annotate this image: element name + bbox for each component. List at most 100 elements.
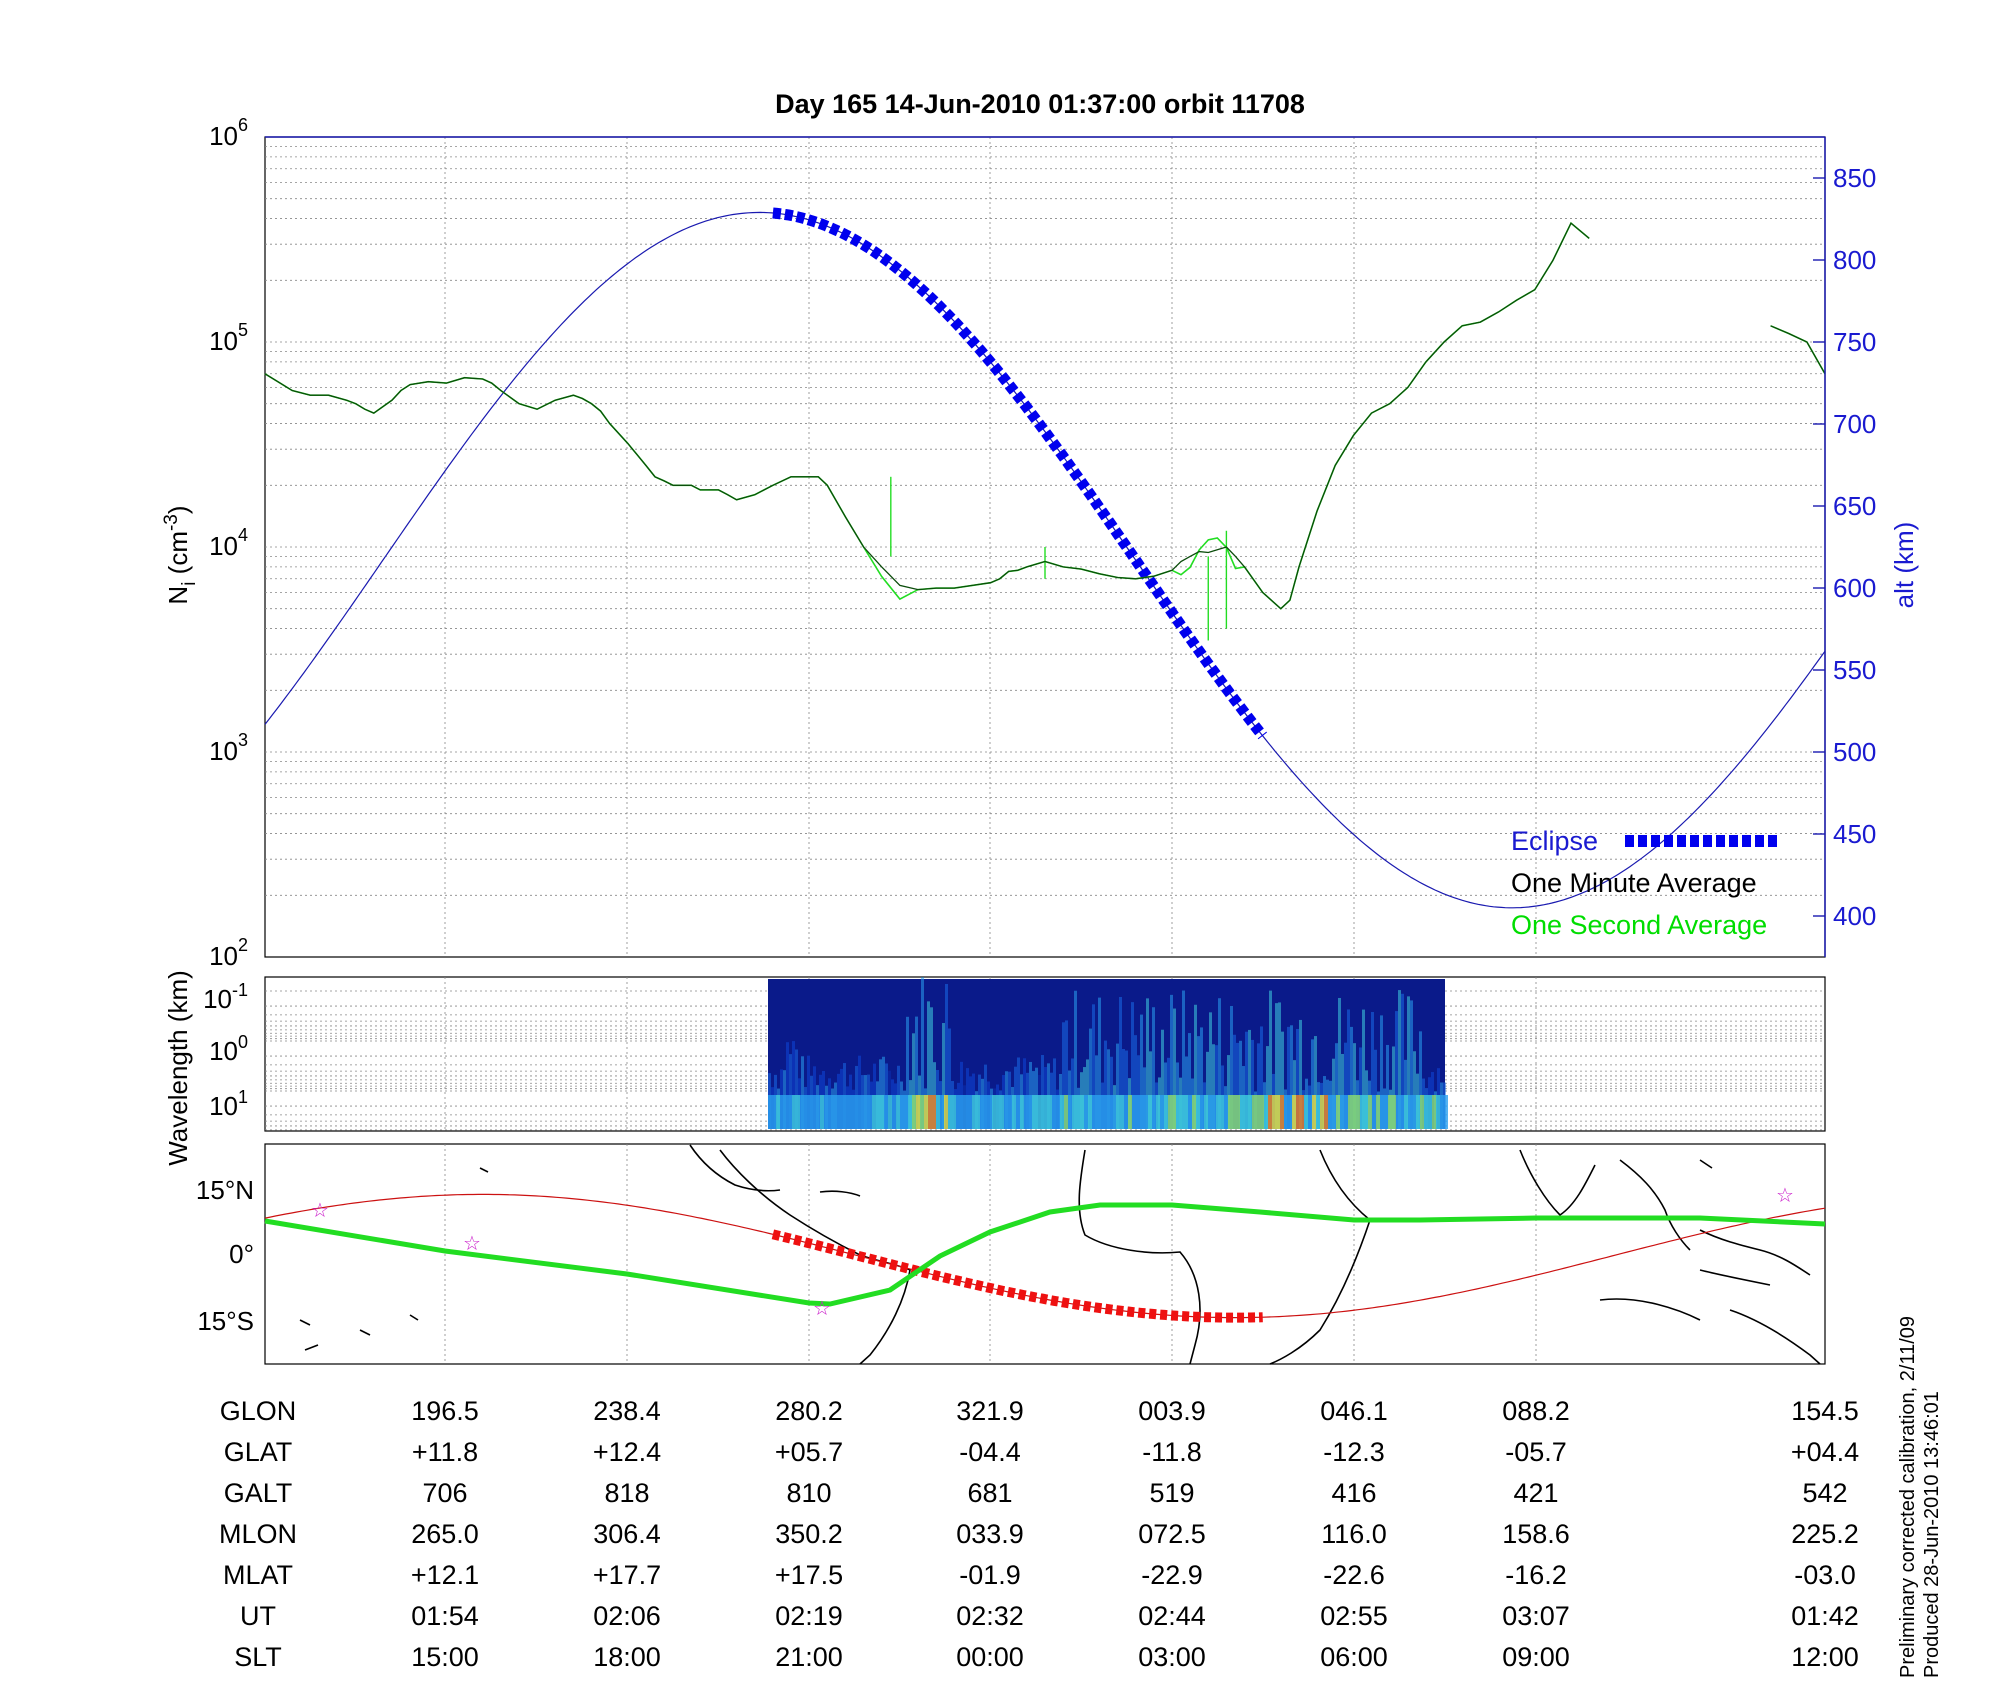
spectrogram-streak — [1293, 1060, 1296, 1129]
density-y-tick: 102 — [209, 935, 248, 971]
spectrogram-streak — [1248, 1029, 1251, 1129]
spectrogram-band — [900, 1095, 904, 1129]
spectrogram-streak — [1173, 1008, 1176, 1129]
table-cell: 06:00 — [1320, 1642, 1388, 1672]
spectrogram-band — [1400, 1095, 1404, 1129]
spectrogram-streak — [927, 1001, 930, 1129]
spectrogram-band — [980, 1095, 984, 1129]
spectrogram-streak — [1395, 1011, 1398, 1129]
spectrogram-band — [1096, 1095, 1100, 1129]
spectrogram-band — [1172, 1095, 1176, 1129]
coastline — [479, 1167, 489, 1173]
spectrogram-band — [820, 1095, 824, 1129]
spectrogram-band — [1272, 1095, 1276, 1129]
legend-minute-label: One Minute Average — [1511, 868, 1757, 898]
table-cell: 02:06 — [593, 1601, 661, 1631]
spectrogram-streak — [1197, 1036, 1200, 1129]
spectrogram-band — [1308, 1095, 1312, 1129]
table-cell: 01:54 — [411, 1601, 479, 1631]
spectrogram-streak — [1023, 1058, 1026, 1129]
spectrogram-band — [1296, 1095, 1300, 1129]
density-y-label: Ni (cm-3) — [161, 505, 200, 604]
coastline — [1269, 1149, 1371, 1365]
spectrogram-streak — [921, 977, 924, 1129]
spectrogram-streak — [915, 1016, 918, 1129]
coastline — [1699, 1159, 1713, 1169]
table-cell: 265.0 — [411, 1519, 479, 1549]
coastline — [1729, 1309, 1821, 1365]
spectrogram-y-tick: 10-1 — [203, 980, 248, 1014]
spectrogram-band — [972, 1095, 976, 1129]
spectrogram-streak — [942, 1023, 945, 1129]
spectrogram-streak — [1287, 1026, 1290, 1129]
spectrogram-band — [1344, 1095, 1348, 1129]
spectrogram-streak — [1065, 1020, 1068, 1129]
table-cell: 003.9 — [1138, 1396, 1206, 1426]
coastline — [689, 1144, 781, 1192]
spectrogram-streak — [1206, 1051, 1209, 1129]
table-cell: 00:00 — [956, 1642, 1024, 1672]
table-cell: -03.0 — [1794, 1560, 1856, 1590]
spectrogram-streak — [1086, 1059, 1089, 1129]
spectrogram-band — [1140, 1095, 1144, 1129]
station-star-icon: ☆ — [813, 1296, 831, 1320]
spectrogram-streak — [1041, 1055, 1044, 1129]
footer-calibration: Preliminary corrected calibration, 2/11/… — [1897, 1316, 1919, 1678]
spectrogram-band — [1184, 1095, 1188, 1129]
spectrogram-streak — [1089, 1028, 1092, 1129]
spectrogram-band — [1192, 1095, 1196, 1129]
coastline — [1599, 1298, 1701, 1321]
table-cell: 154.5 — [1791, 1396, 1859, 1426]
spectrogram-band — [1092, 1095, 1096, 1129]
spectrogram-streak — [1131, 1002, 1134, 1129]
spectrogram-streak — [1419, 1031, 1422, 1129]
spectrogram-band — [1084, 1095, 1088, 1129]
spectrogram-band — [1132, 1095, 1136, 1129]
spectrogram-band — [780, 1095, 784, 1129]
spectrogram-band — [1280, 1095, 1284, 1129]
spectrogram-streak — [1347, 1009, 1350, 1129]
spectrogram-band — [912, 1095, 916, 1129]
spectrogram-band — [792, 1095, 796, 1129]
spectrogram-streak — [1275, 1003, 1278, 1129]
table-cell: 681 — [967, 1478, 1012, 1508]
spectrogram-band — [1312, 1095, 1316, 1129]
spectrogram-band — [796, 1095, 800, 1129]
altitude-y-tick: 550 — [1833, 655, 1876, 685]
spectrogram-y-ticks: 10-1 100 101 — [203, 980, 248, 1121]
spectrogram-band — [848, 1095, 852, 1129]
spectrogram-band — [1440, 1095, 1444, 1129]
spectrogram-streak — [1266, 1046, 1269, 1129]
spectrogram-streak — [1104, 1040, 1107, 1129]
spectrogram-band — [1408, 1095, 1412, 1129]
table-cell: 01:42 — [1791, 1601, 1859, 1631]
spectrogram-streak — [1170, 994, 1173, 1129]
spectrogram-band — [1060, 1095, 1064, 1129]
spectrogram-band — [852, 1095, 856, 1129]
station-star-icon: ☆ — [1776, 1183, 1794, 1207]
spectrogram-streak — [1281, 1031, 1284, 1129]
spectrogram-streak — [1230, 1005, 1233, 1129]
table-row-label: GALT — [224, 1478, 293, 1508]
spectrogram-band — [1264, 1095, 1268, 1129]
coastline — [409, 1314, 419, 1321]
spectrogram-band — [1256, 1095, 1260, 1129]
table-cell: 350.2 — [775, 1519, 843, 1549]
spectrogram-streak — [1413, 1051, 1416, 1129]
spectrogram-streak — [1227, 1055, 1230, 1129]
one-minute-average-line — [264, 222, 1826, 610]
orbit-parameter-table: GLON 196.5 238.4 280.2 321.9 003.9 046.1 088.2 1… — [219, 1396, 1859, 1672]
spectrogram-streak — [1245, 1031, 1248, 1129]
spectrogram-band — [1328, 1095, 1332, 1129]
map-tick-15n: 15°N — [196, 1175, 254, 1205]
spectrogram-band — [928, 1095, 932, 1129]
spectrogram-band — [784, 1095, 788, 1129]
legend: Eclipse One Minute Average One Second Av… — [1511, 826, 1778, 940]
station-star-icon: ☆ — [463, 1231, 481, 1255]
table-row-label: SLT — [234, 1642, 282, 1672]
spectrogram-band — [1076, 1095, 1080, 1129]
spectrogram-streak — [1098, 997, 1101, 1129]
spectrogram-band — [832, 1095, 836, 1129]
map-tick-15s: 15°S — [197, 1306, 254, 1336]
table-cell: 02:32 — [956, 1601, 1024, 1631]
